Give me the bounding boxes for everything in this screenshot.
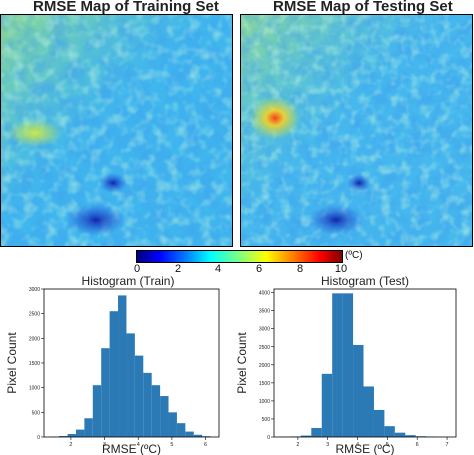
histogram-bar	[151, 385, 161, 437]
colorbar-tick: 2	[174, 263, 182, 275]
histogram-bar	[373, 409, 385, 437]
histogram-bar	[134, 355, 144, 437]
x-axis-label: RMSE (ºC)	[102, 442, 161, 455]
x-tick-label: 2	[69, 442, 72, 448]
x-tick-label: 4	[356, 442, 359, 448]
histogram-train: Histogram (Train) 0 500 1000 1500 2000 2500 300…	[5, 274, 220, 455]
y-tick-label: 0	[267, 435, 270, 441]
colorbar-tick: 6	[255, 263, 263, 275]
x-tick-label: 2	[296, 442, 299, 448]
rmse-map-train-image	[1, 15, 232, 246]
x-axis-label: RMSE (ºC)	[335, 442, 394, 455]
y-axis-label: Pixel Count	[237, 332, 249, 394]
histogram-bar	[384, 426, 395, 437]
map-title-test: RMSE Map of Testing Set	[273, 0, 453, 15]
histogram-bar	[92, 385, 102, 437]
histogram-bar	[405, 435, 416, 437]
histogram-bar	[363, 386, 374, 437]
histogram-bar	[84, 418, 93, 437]
x-tick-label: 6	[204, 442, 207, 448]
histogram-bar	[342, 293, 354, 437]
chart-title: Histogram (Test)	[321, 274, 409, 288]
histogram-bar	[311, 427, 322, 437]
histogram-bar	[109, 311, 119, 437]
colorbar-tick: 0	[133, 263, 141, 275]
y-tick-label: 3500	[259, 309, 270, 315]
x-tick-label: 7	[446, 442, 449, 448]
plot-frame	[273, 288, 457, 438]
histogram-bar	[353, 344, 364, 437]
y-tick-label: 2500	[29, 312, 40, 318]
chart-title: Histogram (Train)	[82, 274, 175, 288]
x-tick-label: 5	[386, 442, 389, 448]
histogram-bar	[168, 412, 177, 437]
rmse-map-train	[0, 14, 233, 247]
x-tick-label: 5	[170, 442, 173, 448]
histogram-bar	[176, 423, 186, 437]
y-tick-label: 3000	[29, 287, 40, 293]
histogram-bar	[75, 429, 85, 437]
histogram-bar	[126, 333, 135, 437]
y-tick-label: 0	[37, 435, 40, 441]
histogram-bar	[185, 431, 194, 437]
colorbar-tick: 10	[334, 263, 348, 275]
colorbar-tick: 8	[296, 263, 304, 275]
histogram-bar	[394, 432, 406, 437]
histogram-bar	[143, 372, 152, 437]
histogram-bar	[118, 295, 127, 437]
y-tick-label: 500	[262, 417, 271, 423]
y-tick-label: 2000	[259, 363, 270, 369]
y-tick-label: 1000	[29, 386, 40, 392]
rmse-map-test-image	[241, 15, 472, 246]
colorbar-unit: (ºC)	[345, 250, 363, 261]
rmse-map-test	[240, 14, 473, 247]
y-tick-label: 3000	[259, 327, 270, 333]
y-tick-label: 2000	[29, 336, 40, 342]
y-tick-label: 1500	[29, 361, 40, 367]
histogram-bar	[193, 434, 203, 437]
colorbar	[136, 250, 343, 263]
x-tick-label: 3	[326, 442, 329, 448]
colorbar-tick: 4	[214, 263, 222, 275]
histogram-bar	[300, 435, 312, 437]
histogram-bar	[160, 396, 169, 437]
histogram-bar	[67, 434, 76, 437]
histogram-bar	[101, 348, 110, 437]
histogram-bar	[59, 436, 68, 437]
y-tick-label: 1500	[259, 381, 270, 387]
map-title-train: RMSE Map of Training Set	[33, 0, 219, 15]
histogram-bar	[332, 293, 343, 437]
histogram-bar	[321, 373, 333, 437]
y-tick-label: 4000	[259, 291, 270, 297]
histogram-test: Histogram (Test) 0 500 1000 1500 2000 2500 3000…	[237, 274, 457, 455]
x-tick-label: 6	[416, 442, 419, 448]
y-tick-label: 500	[32, 410, 41, 416]
y-tick-label: 1000	[259, 399, 270, 405]
y-axis-label: Pixel Count	[5, 332, 19, 394]
x-tick-label: 3	[103, 442, 106, 448]
y-tick-label: 2500	[259, 345, 270, 351]
x-tick-label: 4	[137, 442, 140, 448]
